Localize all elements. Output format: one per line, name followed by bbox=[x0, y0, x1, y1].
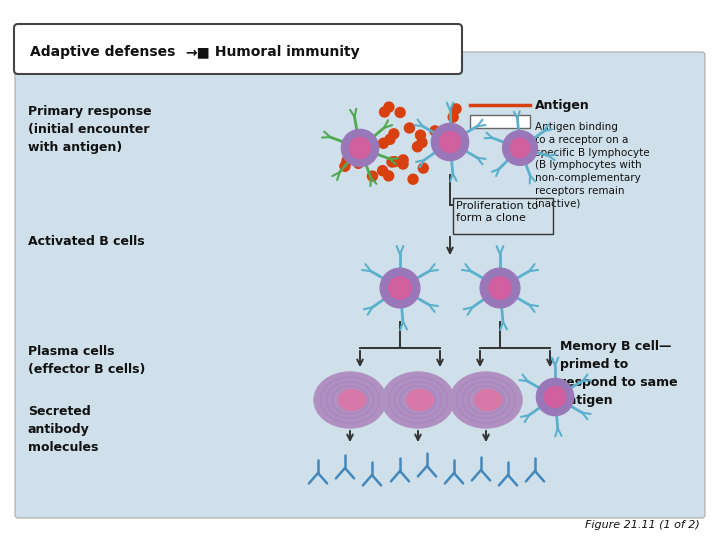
Circle shape bbox=[342, 156, 352, 166]
Circle shape bbox=[384, 171, 394, 181]
Circle shape bbox=[384, 102, 394, 112]
Circle shape bbox=[365, 140, 375, 150]
Circle shape bbox=[360, 144, 370, 154]
Circle shape bbox=[448, 112, 458, 122]
Circle shape bbox=[390, 157, 400, 167]
Circle shape bbox=[389, 129, 399, 139]
Circle shape bbox=[389, 277, 411, 299]
Ellipse shape bbox=[450, 372, 522, 428]
Circle shape bbox=[367, 171, 377, 181]
Text: Figure 21.11 (1 of 2): Figure 21.11 (1 of 2) bbox=[585, 520, 700, 530]
Text: Proliferation to
form a clone: Proliferation to form a clone bbox=[456, 201, 539, 224]
Circle shape bbox=[536, 379, 574, 416]
Circle shape bbox=[349, 138, 371, 159]
Text: Activated B cells: Activated B cells bbox=[28, 235, 145, 248]
Circle shape bbox=[451, 104, 461, 114]
Circle shape bbox=[385, 134, 395, 144]
Circle shape bbox=[439, 132, 461, 152]
Text: Antigen: Antigen bbox=[535, 98, 590, 111]
Circle shape bbox=[377, 166, 387, 176]
Circle shape bbox=[356, 139, 366, 149]
Circle shape bbox=[431, 124, 469, 160]
Circle shape bbox=[418, 163, 428, 173]
Bar bbox=[470, 115, 530, 128]
Text: Primary response
(initial encounter
with antigen): Primary response (initial encounter with… bbox=[28, 105, 152, 154]
Bar bbox=[453, 198, 553, 234]
Circle shape bbox=[417, 138, 427, 147]
Circle shape bbox=[379, 138, 388, 149]
Circle shape bbox=[358, 137, 368, 146]
Text: Memory B cell—
primed to
respond to same
antigen: Memory B cell— primed to respond to same… bbox=[560, 340, 678, 407]
Circle shape bbox=[480, 268, 520, 308]
Circle shape bbox=[489, 277, 511, 299]
Ellipse shape bbox=[474, 389, 502, 410]
Text: Antigen binding
to a receptor on a
specific B lymphocyte
(B lymphocytes with
non: Antigen binding to a receptor on a speci… bbox=[535, 122, 649, 209]
Text: →■: →■ bbox=[185, 45, 210, 59]
Circle shape bbox=[380, 268, 420, 308]
Ellipse shape bbox=[338, 389, 366, 410]
FancyBboxPatch shape bbox=[15, 52, 705, 518]
Circle shape bbox=[430, 126, 440, 136]
Circle shape bbox=[341, 130, 379, 167]
Circle shape bbox=[340, 161, 350, 171]
Circle shape bbox=[544, 387, 565, 408]
Ellipse shape bbox=[314, 372, 386, 428]
Circle shape bbox=[413, 141, 423, 152]
Text: Secreted
antibody
molecules: Secreted antibody molecules bbox=[28, 405, 99, 454]
FancyBboxPatch shape bbox=[14, 24, 462, 74]
Circle shape bbox=[457, 143, 467, 153]
Circle shape bbox=[379, 107, 390, 117]
Circle shape bbox=[398, 155, 408, 165]
Text: Plasma cells
(effector B cells): Plasma cells (effector B cells) bbox=[28, 345, 145, 376]
Circle shape bbox=[510, 138, 530, 158]
Circle shape bbox=[503, 131, 537, 165]
Circle shape bbox=[398, 159, 408, 169]
Ellipse shape bbox=[407, 389, 433, 410]
Circle shape bbox=[415, 130, 426, 140]
Text: Adaptive defenses: Adaptive defenses bbox=[30, 45, 180, 59]
Circle shape bbox=[354, 158, 364, 168]
Text: Humoral immunity: Humoral immunity bbox=[210, 45, 359, 59]
Circle shape bbox=[387, 157, 397, 167]
Ellipse shape bbox=[382, 372, 454, 428]
Circle shape bbox=[408, 174, 418, 184]
Circle shape bbox=[405, 123, 415, 133]
Circle shape bbox=[395, 107, 405, 118]
